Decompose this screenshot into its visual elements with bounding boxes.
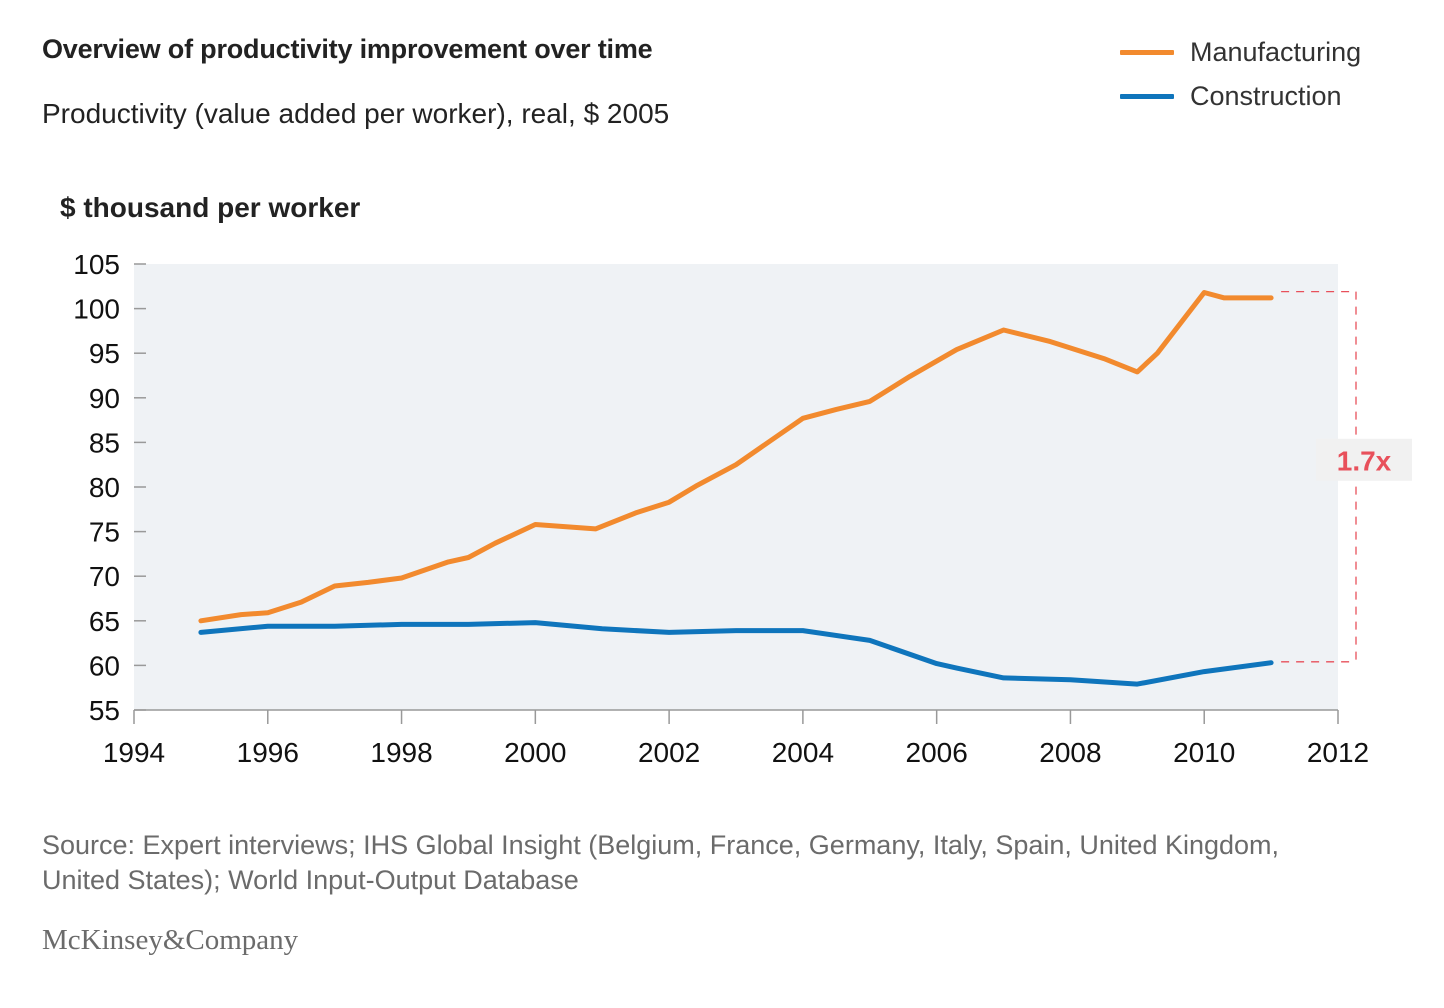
x-tick-label-2004: 2004 <box>772 737 834 768</box>
legend: Manufacturing Construction <box>1120 30 1361 118</box>
y-tick-label-90: 90 <box>89 383 120 414</box>
y-tick-label-60: 60 <box>89 650 120 681</box>
x-tick-label-2002: 2002 <box>638 737 700 768</box>
x-tick-label-1996: 1996 <box>237 737 299 768</box>
x-tick-label-1994: 1994 <box>103 737 165 768</box>
x-tick-label-2012: 2012 <box>1307 737 1369 768</box>
chart-subtitle: Productivity (value added per worker), r… <box>42 98 670 129</box>
y-tick-label-100: 100 <box>73 294 120 325</box>
x-tick-label-2000: 2000 <box>504 737 566 768</box>
y-tick-label-95: 95 <box>89 338 120 369</box>
x-tick-label-2006: 2006 <box>906 737 968 768</box>
x-tick-label-1998: 1998 <box>370 737 432 768</box>
line-chart: 105 100 95 90 85 80 75 70 65 60 55 1994 1996 1998 2000… <box>73 249 1412 768</box>
x-tick-label-2010: 2010 <box>1173 737 1235 768</box>
legend-swatch-construction <box>1120 93 1174 99</box>
chart-title: Overview of productivity improvement ove… <box>42 34 653 64</box>
y-tick-label-70: 70 <box>89 561 120 592</box>
x-tick-label-2008: 2008 <box>1039 737 1101 768</box>
plot-area <box>134 264 1338 710</box>
source-note: Source: Expert interviews; IHS Global In… <box>42 830 1280 895</box>
series-line-construction <box>198 620 1274 687</box>
y-tick-label-75: 75 <box>89 517 120 548</box>
y-tick-label-80: 80 <box>89 472 120 503</box>
annotation-label-box <box>1316 438 1412 481</box>
legend-label-construction: Construction <box>1190 80 1342 111</box>
annotation-label: 1.7x <box>1337 446 1392 477</box>
y-tick-label-55: 55 <box>89 695 120 726</box>
legend-item-manufacturing: Manufacturing <box>1120 30 1361 74</box>
y-tick-label-85: 85 <box>89 427 120 458</box>
series-line-manufacturing <box>198 290 1274 624</box>
legend-swatch-manufacturing <box>1120 49 1174 55</box>
company-logo: McKinsey&Company <box>42 924 299 956</box>
legend-label-manufacturing: Manufacturing <box>1190 36 1362 67</box>
y-tick-label-65: 65 <box>89 606 120 637</box>
legend-item-construction: Construction <box>1120 74 1361 118</box>
y-tick-label-105: 105 <box>73 249 120 280</box>
y-axis-label: $ thousand per worker <box>60 192 361 223</box>
